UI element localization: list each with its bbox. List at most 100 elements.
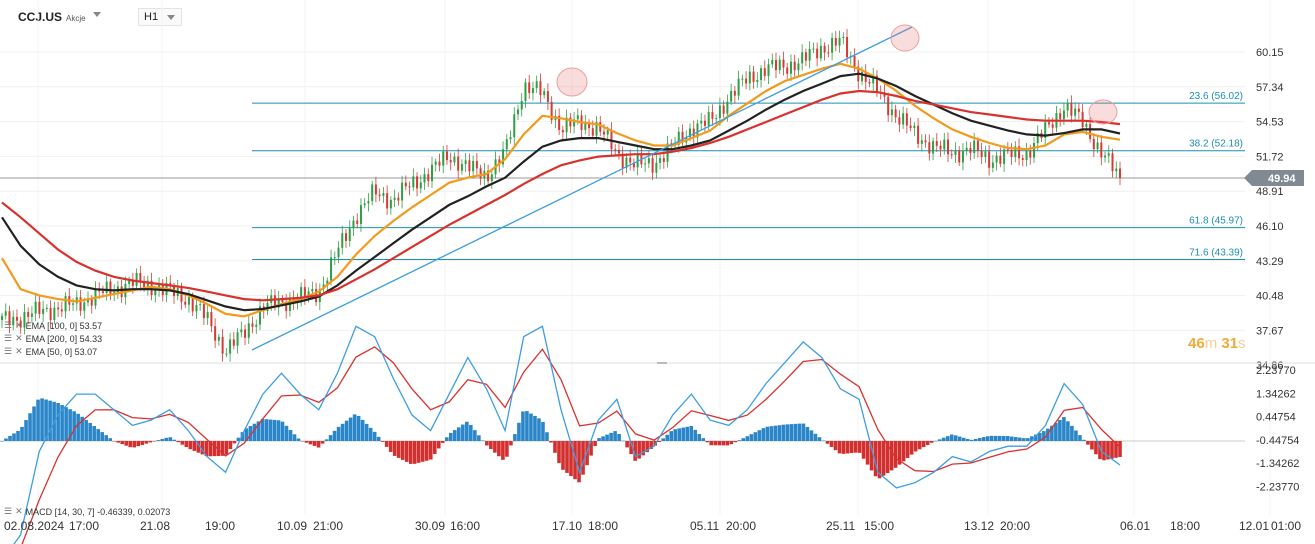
candle-body [453,156,456,163]
macd-histogram-bar [132,441,137,448]
candle-body [935,141,938,146]
candle-body [1081,111,1084,128]
macd-histogram-bar [629,441,633,455]
macd-histogram-bar [901,441,906,462]
macd-histogram-bar [416,441,421,463]
macd-histogram-bar [669,431,673,441]
macd-histogram-bar [300,441,305,442]
timeframe-select[interactable]: H1 [138,8,182,26]
candle-body [1018,146,1021,159]
macd-histogram-bar [677,428,682,441]
close-icon[interactable]: ✕ [15,320,23,330]
close-icon[interactable]: ✕ [15,506,23,516]
macd-histogram-bar [124,441,129,446]
settings-icon[interactable]: ☰ [4,320,13,330]
candle-body [1115,168,1118,172]
macd-histogram-bar [204,441,209,457]
macd-histogram-bar [12,433,16,441]
candle-body [345,233,347,241]
settings-icon[interactable]: ☰ [4,346,13,356]
macd-histogram-bar [88,422,92,441]
symbol-name: CCJ.US [18,10,63,24]
price-tick-label: 54.53 [1256,117,1284,129]
candle-body [131,280,134,286]
candle-body [565,117,568,133]
macd-histogram-bar [997,435,1002,441]
macd-histogram-bar [1010,436,1014,441]
candle-body [909,125,912,129]
candle-body [595,122,598,136]
candle-body [752,71,755,82]
candle-body [64,296,67,312]
candle-body [737,78,740,96]
macd-histogram-bar [709,441,714,446]
macd-histogram-bar [168,437,173,441]
candle-body [105,281,108,293]
macd-histogram-bar [973,438,978,441]
macd-histogram-bar [589,441,593,456]
macd-histogram-bar [945,436,950,441]
time-tick-label: 20:00 [726,519,756,533]
macd-histogram-bar [1034,434,1038,441]
macd-histogram-bar [40,398,44,441]
panel-resize-handle[interactable] [657,362,667,364]
macd-histogram-bar [965,439,970,441]
macd-histogram-bar [184,441,189,448]
candle-body [1100,142,1103,158]
macd-histogram-bar [557,441,561,464]
close-icon[interactable]: ✕ [15,346,23,356]
candle-body [311,289,314,292]
candle-body [733,90,736,96]
macd-histogram-bar [392,441,397,456]
macd-histogram-bar [561,441,565,470]
candle-body [143,282,146,288]
candle-body [614,149,617,151]
candle-body [72,303,75,305]
candle-body [1036,133,1039,144]
settings-icon[interactable]: ☰ [4,506,13,516]
macd-histogram-bar [380,441,385,442]
candle-body [932,141,935,154]
time-tick-label: 21.08 [140,519,170,533]
candle-body [53,307,56,321]
macd-histogram-bar [288,430,293,441]
candle-body [681,131,684,143]
macd-histogram-bar [609,432,613,441]
fib-label: 38.2 (52.18) [1189,139,1243,150]
candle-body [266,302,269,311]
candle-body [868,81,871,84]
macd-histogram-bar [713,441,718,446]
candle-body [101,291,104,293]
candle-body [647,158,650,164]
macd-histogram-bar [356,415,361,441]
time-tick-label: 18:00 [588,519,618,533]
macd-histogram-bar [989,435,994,441]
candle-body [449,160,452,163]
macd-histogram-bar [957,436,962,441]
macd-histogram-bar [1022,438,1026,441]
candle-body [804,52,807,61]
close-icon[interactable]: ✕ [15,333,23,343]
macd-histogram-bar [376,436,381,441]
macd-histogram-bar [605,434,609,441]
macd-histogram-bar [1078,435,1082,441]
macd-histogram-bar [493,441,497,453]
candle-body [711,112,714,119]
macd-histogram-bar [797,423,802,441]
price-tick-label: 46.10 [1256,221,1284,233]
candle-body [273,295,276,308]
macd-histogram-bar [513,434,517,441]
candle-body [786,67,789,74]
chevron-down-icon[interactable] [93,12,101,17]
candle-body [214,326,217,341]
time-tick-label: 15:00 [864,519,894,533]
symbol-selector[interactable]: CCJ.US Akcje [18,10,86,24]
macd-histogram-bar [745,436,750,441]
macd-histogram-bar [457,427,461,441]
settings-icon[interactable]: ☰ [4,333,13,343]
candle-body [225,353,228,355]
candle-body [861,71,863,82]
macd-histogram-bar [340,423,345,441]
macd-histogram-bar [172,439,177,441]
